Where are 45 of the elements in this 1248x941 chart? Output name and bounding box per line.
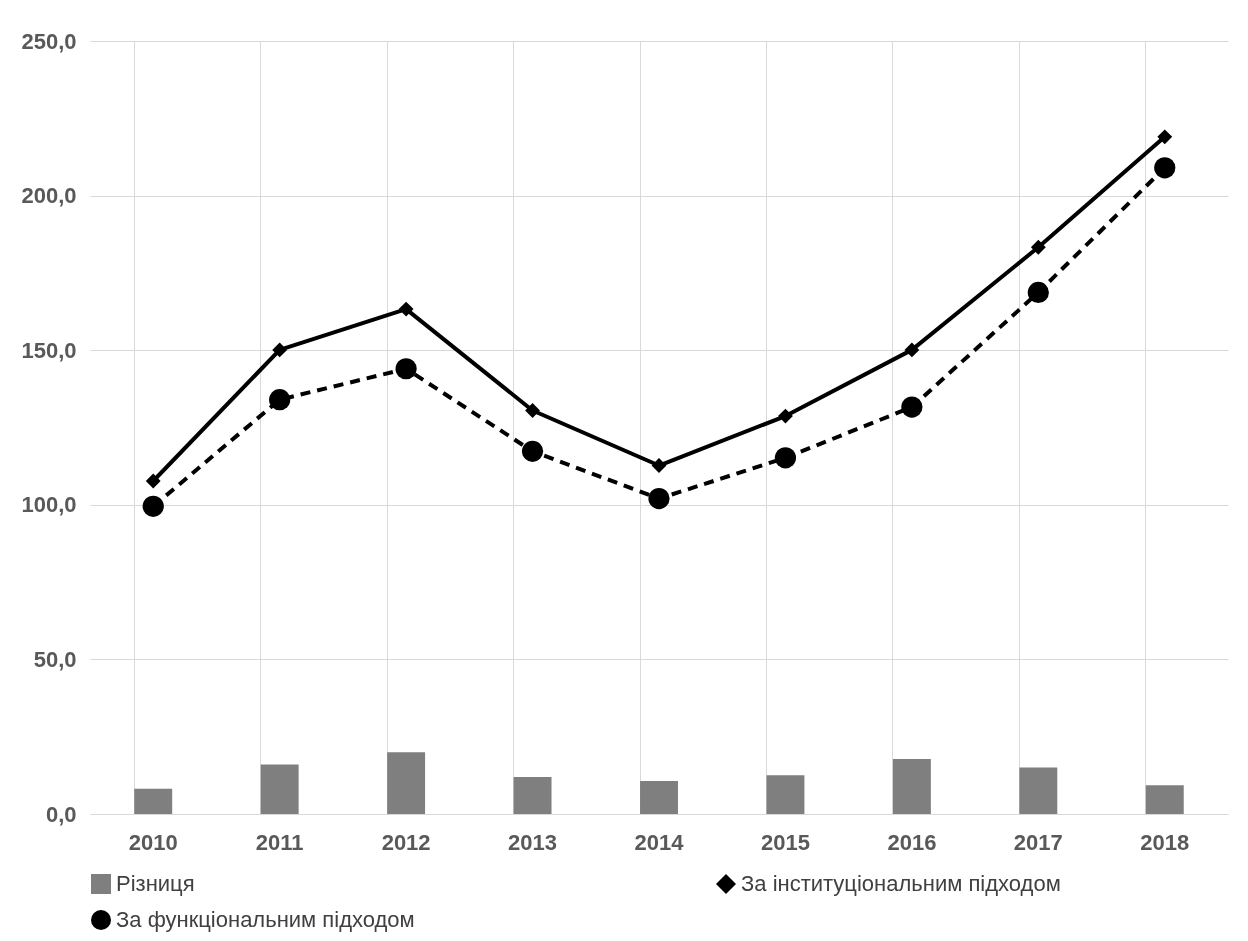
x-tick-label: 2015 [760, 829, 810, 855]
point [525, 403, 540, 418]
x-tick-label: 2012 [381, 829, 431, 855]
point [521, 440, 544, 462]
legend-label: За інституціональним підходом [741, 871, 1061, 896]
point [142, 495, 164, 517]
x-tick-label: 2016 [887, 829, 937, 855]
point [1027, 281, 1049, 303]
point [145, 473, 161, 489]
x-tick-label: 2018 [1140, 829, 1190, 855]
x-tick-label: 2011 [255, 829, 304, 855]
x-tick-label: 2017 [1013, 829, 1063, 855]
y-tick-label: 0,0 [45, 801, 77, 827]
legend-label: Різниця [116, 871, 195, 896]
point [651, 458, 667, 473]
bar [513, 776, 552, 814]
x-tick-label: 2013 [508, 829, 558, 855]
x-tick-label: 2010 [128, 829, 178, 855]
y-tick-label: 250,0 [21, 28, 77, 54]
bar [640, 780, 678, 814]
point [648, 488, 670, 510]
x-tick-label: 2014 [634, 829, 685, 855]
point [398, 301, 414, 317]
point [778, 408, 793, 424]
bar [260, 764, 299, 814]
bar [766, 775, 805, 814]
y-tick-label: 150,0 [21, 337, 77, 363]
y-tick-label: 200,0 [21, 183, 77, 209]
point [1154, 157, 1176, 179]
bar [1019, 767, 1058, 814]
bar [387, 752, 426, 814]
bar [892, 758, 931, 814]
point [1030, 239, 1046, 255]
bar [134, 788, 173, 814]
legend-label: За функціональним підходом [116, 907, 415, 932]
bar [1145, 785, 1184, 814]
point [395, 358, 417, 380]
point [901, 396, 923, 418]
point [774, 447, 797, 469]
point [269, 389, 291, 411]
point [272, 342, 288, 358]
point [904, 342, 920, 358]
y-tick-label: 100,0 [21, 492, 77, 518]
y-tick-label: 50,0 [33, 646, 77, 672]
point [1157, 129, 1173, 145]
